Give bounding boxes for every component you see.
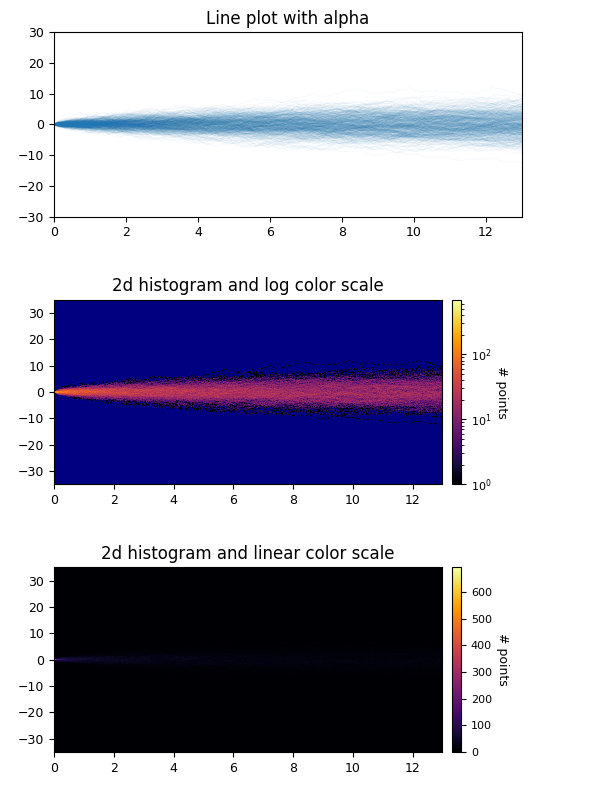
Title: 2d histogram and log color scale: 2d histogram and log color scale <box>112 278 384 295</box>
Title: Line plot with alpha: Line plot with alpha <box>206 10 370 28</box>
Y-axis label: # points: # points <box>496 634 509 686</box>
Title: 2d histogram and linear color scale: 2d histogram and linear color scale <box>101 545 395 563</box>
Y-axis label: # points: # points <box>495 366 508 418</box>
